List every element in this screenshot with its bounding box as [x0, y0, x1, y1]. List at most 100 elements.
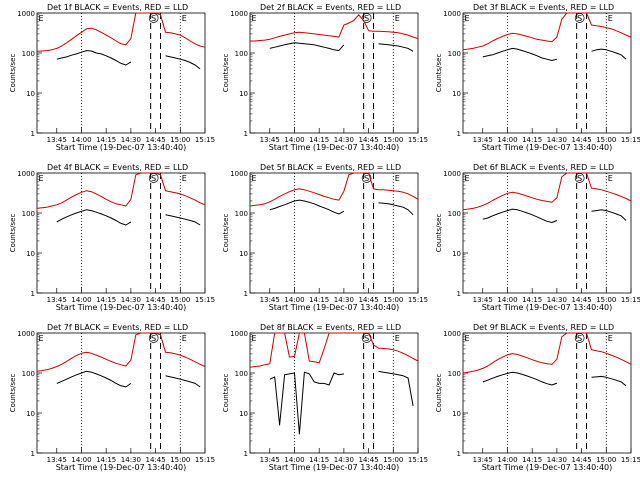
y-tick-label: 100	[448, 370, 461, 378]
x-tick-label: 14:00	[497, 456, 517, 464]
x-tick-label: 13:45	[260, 296, 280, 304]
x-tick-label: 14:45	[571, 296, 591, 304]
x-tick-label: 14:00	[71, 456, 91, 464]
x-axis-label: Start Time (19-Dec-07 13:40:40)	[482, 143, 613, 152]
x-tick-label: 15:00	[170, 296, 190, 304]
y-axis-label: Counts/sec	[222, 374, 230, 413]
series-line-lld	[249, 172, 419, 207]
x-tick-label: 14:45	[145, 456, 165, 464]
start-marker-label: S	[577, 334, 582, 343]
x-tick-label: 15:00	[596, 136, 616, 144]
x-tick-label: 14:45	[145, 296, 165, 304]
y-tick-label: 1000	[230, 330, 248, 338]
x-tick-label: 15:15	[195, 296, 215, 304]
chart-panel-4: Det 4f BLACK = Events, RED = LLD 1 10 100 10…	[9, 163, 215, 312]
x-tick-label: 14:15	[309, 136, 329, 144]
x-axis-label: Start Time (19-Dec-07 13:40:40)	[269, 143, 400, 152]
y-axis-label: Counts/sec	[222, 54, 230, 93]
y-tick-label: 100	[22, 50, 35, 58]
plot-frame	[462, 12, 632, 134]
x-tick-label: 14:00	[497, 296, 517, 304]
end-marker-label: E	[395, 174, 400, 183]
x-tick-label: 15:15	[621, 456, 640, 464]
y-tick-label: 1	[457, 290, 461, 298]
x-axis-label: Start Time (19-Dec-07 13:40:40)	[482, 303, 613, 312]
x-tick-label: 15:00	[170, 136, 190, 144]
x-tick-label: 15:00	[383, 296, 403, 304]
x-tick-label: 14:00	[284, 456, 304, 464]
x-axis-label: Start Time (19-Dec-07 13:40:40)	[482, 463, 613, 472]
y-tick-label: 10	[239, 410, 248, 418]
chart-panel-6: Det 6f BLACK = Events, RED = LLD 1 10 100 10…	[435, 163, 640, 312]
start-marker-label: S	[577, 14, 582, 23]
series-line-events	[482, 47, 627, 61]
x-tick-label: 15:15	[621, 296, 640, 304]
x-tick-label: 14:15	[96, 456, 116, 464]
y-tick-label: 1000	[17, 170, 35, 178]
chart-panel-5: Det 5f BLACK = Events, RED = LLD 1 10 100 10…	[222, 163, 428, 312]
y-tick-label: 100	[448, 210, 461, 218]
x-tick-label: 14:15	[96, 296, 116, 304]
x-tick-label: 14:30	[334, 456, 354, 464]
y-tick-label: 1000	[230, 170, 248, 178]
start-marker-label: S	[364, 334, 369, 343]
y-tick-label: 1000	[443, 10, 461, 18]
y-tick-label: 1	[244, 290, 248, 298]
series-line-lld	[462, 172, 632, 211]
end-marker-label: E	[608, 174, 613, 183]
x-tick-label: 15:00	[596, 456, 616, 464]
x-tick-label: 15:15	[408, 456, 428, 464]
series-line-lld	[36, 172, 206, 209]
y-tick-label: 10	[239, 90, 248, 98]
chart-title: Det 5f BLACK = Events, RED = LLD	[260, 163, 401, 172]
series-line-lld	[36, 12, 206, 52]
y-axis-label: Counts/sec	[9, 54, 17, 93]
series-line-lld	[249, 332, 419, 368]
y-tick-label: 10	[452, 90, 461, 98]
series-line-lld	[36, 332, 206, 372]
chart-panel-8: Det 8f BLACK = Events, RED = LLD 1 10 100 10…	[222, 323, 428, 472]
series-line-lld	[462, 332, 632, 374]
start-marker-label: S	[364, 174, 369, 183]
x-axis-label: Start Time (19-Dec-07 13:40:40)	[56, 463, 187, 472]
plot-frame	[36, 332, 206, 454]
edge-marker-label: E	[251, 14, 256, 23]
x-tick-label: 14:00	[284, 296, 304, 304]
chart-panel-7: Det 7f BLACK = Events, RED = LLD 1 10 100 10…	[9, 323, 215, 472]
end-marker-label: E	[182, 14, 187, 23]
y-tick-label: 100	[22, 210, 35, 218]
edge-marker-label: E	[464, 14, 469, 23]
start-marker-label: S	[577, 174, 582, 183]
y-tick-label: 1000	[17, 10, 35, 18]
x-tick-label: 15:15	[195, 456, 215, 464]
x-tick-label: 15:15	[621, 136, 640, 144]
x-axis-label: Start Time (19-Dec-07 13:40:40)	[269, 303, 400, 312]
x-tick-label: 14:15	[522, 296, 542, 304]
y-tick-label: 1	[244, 450, 248, 458]
y-tick-label: 10	[26, 90, 35, 98]
y-tick-label: 1000	[443, 170, 461, 178]
series-line-lld	[250, 14, 419, 42]
x-tick-label: 13:45	[260, 456, 280, 464]
series-line-events	[269, 42, 414, 52]
x-tick-label: 14:30	[334, 136, 354, 144]
x-tick-label: 13:45	[47, 456, 67, 464]
x-tick-label: 13:45	[473, 136, 493, 144]
x-tick-label: 13:45	[473, 296, 493, 304]
x-tick-label: 14:45	[145, 136, 165, 144]
plot-frame	[462, 332, 632, 454]
x-tick-label: 15:15	[408, 296, 428, 304]
end-marker-label: E	[608, 14, 613, 23]
chart-title: Det 9f BLACK = Events, RED = LLD	[473, 323, 614, 332]
y-tick-label: 1	[31, 290, 35, 298]
series-line-events	[56, 370, 201, 388]
chart-title: Det 6f BLACK = Events, RED = LLD	[473, 163, 614, 172]
series-line-events	[269, 370, 414, 435]
x-tick-label: 15:15	[195, 136, 215, 144]
x-tick-label: 14:15	[309, 296, 329, 304]
plot-frame	[36, 172, 206, 294]
plot-frame	[249, 332, 419, 454]
x-tick-label: 14:00	[497, 136, 517, 144]
x-tick-label: 15:00	[596, 296, 616, 304]
chart-panel-1: Det 1f BLACK = Events, RED = LLD 1 10 100 10…	[9, 3, 215, 152]
